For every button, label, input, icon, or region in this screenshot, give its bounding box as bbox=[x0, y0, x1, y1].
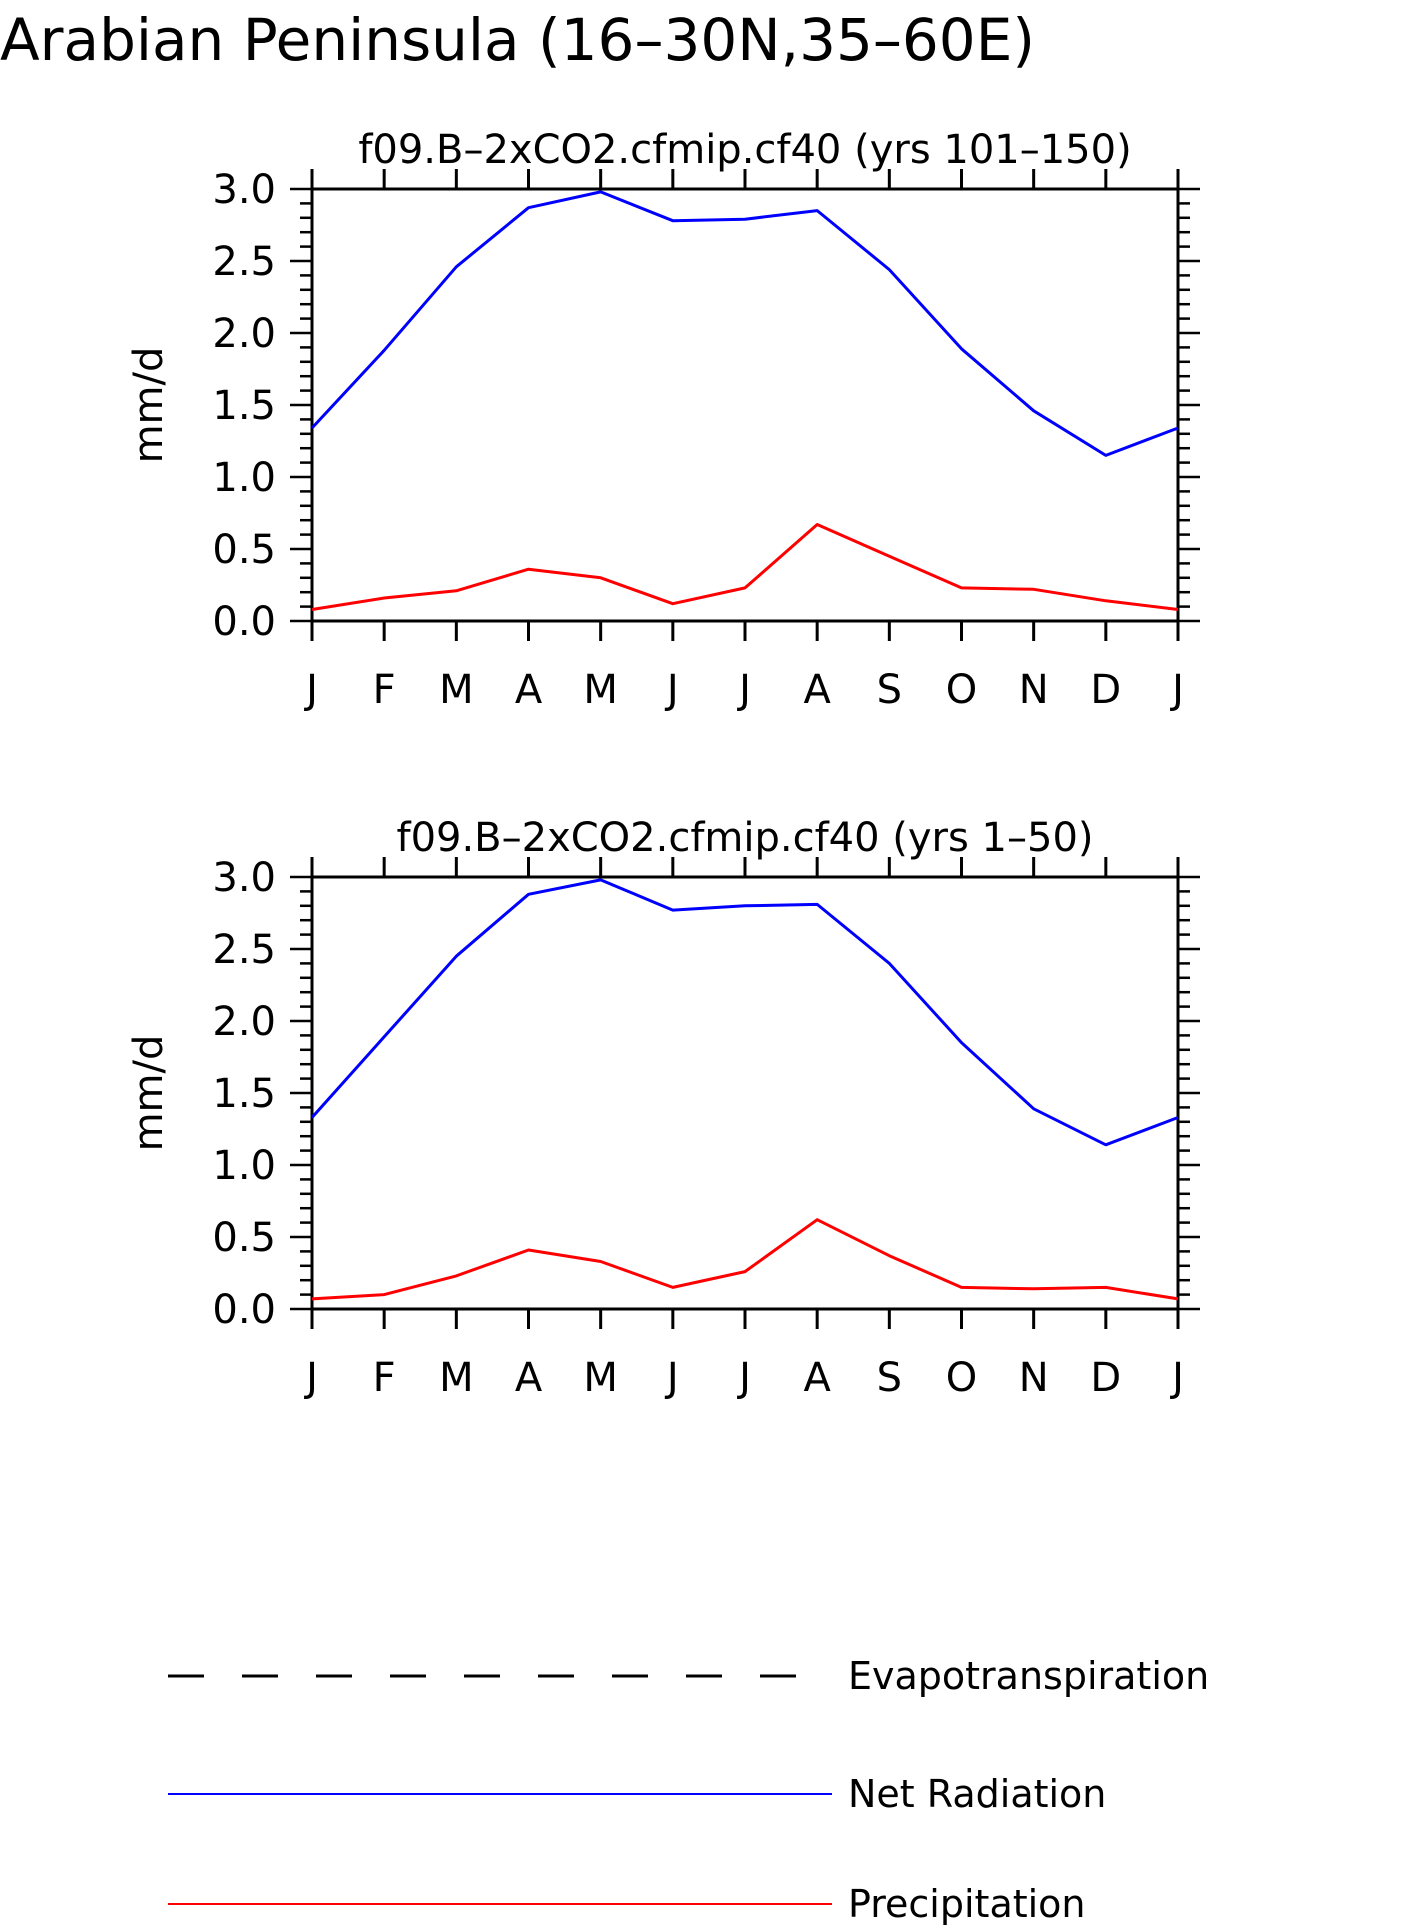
x-tick-label: J bbox=[303, 667, 318, 713]
x-tick-label: M bbox=[439, 667, 474, 713]
panel-title: f09.B–2xCO2.cfmip.cf40 (yrs 1–50) bbox=[396, 815, 1093, 861]
y-tick-label: 2.0 bbox=[212, 311, 276, 357]
x-tick-label: J bbox=[664, 667, 679, 713]
x-tick-label: M bbox=[583, 1355, 618, 1401]
y-tick-label: 1.0 bbox=[212, 455, 276, 501]
x-tick-label: F bbox=[373, 1355, 396, 1401]
legend: Evapotranspiration Net Radiation Precipita… bbox=[168, 1654, 1209, 1926]
y-tick-label: 1.5 bbox=[212, 383, 276, 429]
chart-panel-2: f09.B–2xCO2.cfmip.cf40 (yrs 1–50) 0.0 0.5 1… bbox=[126, 815, 1200, 1401]
x-tick-label: A bbox=[515, 667, 543, 713]
series-line-net-radiation bbox=[310, 190, 1179, 457]
y-axis-label: mm/d bbox=[126, 1035, 172, 1152]
x-tick-label: J bbox=[303, 1355, 318, 1401]
y-tick-label: 1.5 bbox=[212, 1071, 276, 1117]
y-tick-label: 2.0 bbox=[212, 999, 276, 1045]
legend-label-precipitation: Precipitation bbox=[848, 1882, 1086, 1926]
x-tick-label: D bbox=[1090, 667, 1121, 713]
x-tick-label: N bbox=[1019, 667, 1049, 713]
x-tick-label: J bbox=[1169, 667, 1184, 713]
y-tick-label: 0.5 bbox=[212, 1215, 276, 1261]
x-tick-label: O bbox=[946, 667, 977, 713]
y-tick-label: 1.0 bbox=[212, 1143, 276, 1189]
x-tick-label: J bbox=[1169, 1355, 1184, 1401]
x-tick-label: A bbox=[515, 1355, 543, 1401]
x-tick-label: O bbox=[946, 1355, 977, 1401]
x-tick-label: S bbox=[877, 667, 902, 713]
y-tick-label: 2.5 bbox=[212, 927, 276, 973]
y-tick-label: 0.0 bbox=[212, 1287, 276, 1333]
y-tick-label: 2.5 bbox=[212, 239, 276, 285]
x-tick-label: J bbox=[664, 1355, 679, 1401]
legend-label-evapotranspiration: Evapotranspiration bbox=[848, 1654, 1209, 1698]
x-tick-label: A bbox=[803, 667, 831, 713]
plot-frame bbox=[310, 187, 1180, 623]
legend-label-net-radiation: Net Radiation bbox=[848, 1772, 1106, 1816]
x-tick-label: A bbox=[803, 1355, 831, 1401]
plot-frame bbox=[310, 875, 1180, 1311]
x-tick-label: S bbox=[877, 1355, 902, 1401]
x-tick-label: F bbox=[373, 667, 396, 713]
series-line-precipitation bbox=[311, 523, 1179, 611]
x-tick-label: J bbox=[736, 667, 751, 713]
chart-panel-1: f09.B–2xCO2.cfmip.cf40 (yrs 101–150) 0.0 0… bbox=[126, 127, 1200, 713]
series-line-net-radiation bbox=[310, 878, 1179, 1147]
y-tick-label: 0.5 bbox=[212, 527, 276, 573]
x-tick-label: N bbox=[1019, 1355, 1049, 1401]
x-tick-label: D bbox=[1090, 1355, 1121, 1401]
figure-title: Arabian Peninsula (16–30N,35–60E) bbox=[0, 6, 1035, 74]
chart-panels: f09.B–2xCO2.cfmip.cf40 (yrs 101–150) 0.0 0… bbox=[126, 127, 1200, 1401]
x-tick-label: M bbox=[439, 1355, 474, 1401]
y-tick-label: 0.0 bbox=[212, 599, 276, 645]
series-line-precipitation bbox=[311, 1218, 1179, 1301]
y-axis-label: mm/d bbox=[126, 347, 172, 464]
x-tick-label: M bbox=[583, 667, 618, 713]
x-tick-label: J bbox=[736, 1355, 751, 1401]
panel-title: f09.B–2xCO2.cfmip.cf40 (yrs 101–150) bbox=[358, 127, 1131, 173]
y-tick-label: 3.0 bbox=[212, 167, 276, 213]
y-tick-label: 3.0 bbox=[212, 855, 276, 901]
